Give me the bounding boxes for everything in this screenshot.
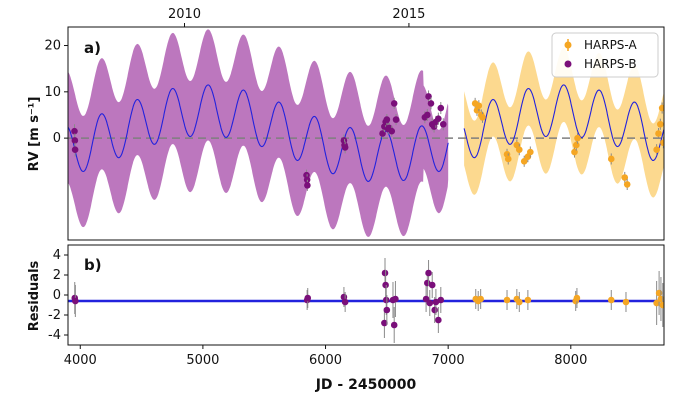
panel-a-label: a)	[84, 39, 101, 57]
panel-a-y-axis-label: RV [m s⁻¹]	[27, 97, 42, 172]
legend-marker-harps-b	[564, 60, 572, 68]
data-point-harps-a	[524, 290, 532, 310]
panel-b-frame	[67, 244, 665, 346]
data-point-harps-b	[383, 295, 391, 325]
data-point-harps-b	[437, 102, 445, 115]
legend-box	[551, 32, 659, 78]
x-tick-label: 8000	[554, 353, 587, 368]
data-point-harps-b	[383, 114, 391, 126]
data-point-harps-b	[341, 292, 349, 312]
data-point-harps-a	[515, 144, 523, 156]
data-point-harps-b	[428, 272, 436, 298]
legend-label-harps-b: HARPS-B	[584, 57, 637, 71]
data-point-harps-a	[479, 111, 486, 123]
y-tick-label: -2	[48, 308, 61, 323]
x-tick-label: 6000	[309, 353, 342, 368]
data-point-harps-a	[503, 290, 511, 310]
data-point-harps-a	[515, 292, 523, 312]
top-year-tick-label: 2015	[392, 7, 425, 22]
data-point-harps-a	[527, 146, 534, 158]
data-point-harps-b	[390, 97, 398, 109]
data-point-harps-a	[622, 292, 630, 312]
data-point-harps-a	[475, 100, 483, 112]
y-tick-label: 4	[53, 248, 61, 263]
data-point-harps-a	[520, 155, 528, 167]
panel-a: 0 10 20 2010 2015 a) RV [m s⁻¹] HARPS-A HAR…	[27, 7, 665, 241]
x-tick-label: 4000	[64, 353, 97, 368]
data-point-harps-b	[425, 90, 432, 103]
data-point-harps-a	[659, 283, 664, 327]
uncertainty-band-harps-b	[68, 29, 449, 237]
data-point-harps-a	[660, 137, 664, 149]
panel-b-label: b)	[84, 256, 102, 274]
x-tick-label: 7000	[432, 353, 465, 368]
data-point-harps-b	[390, 307, 398, 343]
data-point-harps-a	[653, 144, 660, 156]
data-point-harps-a	[607, 290, 615, 310]
y-tick-label: 0	[53, 288, 61, 303]
data-point-harps-a	[477, 289, 484, 309]
model-curve-segment	[463, 84, 664, 161]
panel-a-y-ticks: 0 10 20	[44, 39, 68, 146]
y-tick-label: 2	[53, 268, 61, 283]
data-point-harps-a	[573, 288, 581, 308]
data-point-harps-b	[72, 285, 79, 317]
panel-b-y-axis-label: Residuals	[27, 260, 42, 331]
data-point-harps-a	[657, 118, 664, 130]
legend-label-harps-a: HARPS-A	[584, 38, 637, 52]
data-point-harps-b	[427, 97, 435, 110]
data-point-harps-b	[422, 286, 430, 312]
panel-b-x-ticks: 4000 5000 6000 7000 8000	[64, 345, 587, 368]
panel-b: -4 -2 0 2 4 4000 5000 6000 7000 8000 b) Residual…	[27, 244, 665, 393]
panel-b-y-ticks: -4 -2 0 2 4	[48, 248, 68, 343]
data-point-harps-b	[304, 179, 311, 191]
data-point-harps-b	[304, 288, 312, 308]
data-point-harps-b	[426, 290, 434, 316]
data-point-harps-b	[381, 308, 388, 338]
data-point-harps-b	[392, 281, 399, 317]
data-point-harps-b	[425, 260, 432, 286]
data-point-harps-b	[392, 114, 400, 126]
residual-data-points	[71, 258, 664, 343]
data-point-harps-b	[437, 287, 445, 313]
y-tick-label: 0	[53, 131, 61, 146]
legend-marker-harps-a	[564, 39, 572, 51]
data-point-harps-b	[435, 307, 442, 333]
data-point-harps-a	[655, 127, 662, 140]
data-point-harps-b	[439, 118, 447, 131]
data-point-harps-a	[621, 171, 629, 184]
legend: HARPS-A HARPS-B	[551, 32, 659, 78]
data-point-harps-a	[623, 178, 631, 190]
top-year-tick-label: 2010	[168, 7, 201, 22]
data-point-harps-a	[653, 281, 660, 325]
data-point-harps-b	[382, 270, 389, 300]
data-point-harps-b	[341, 141, 349, 154]
panel-a-frame	[67, 26, 665, 241]
y-tick-label: -4	[48, 328, 61, 343]
data-point-harps-a	[504, 153, 512, 165]
data-point-harps-b	[388, 125, 396, 137]
rv-data-points	[71, 90, 664, 191]
data-point-harps-b	[435, 112, 442, 125]
data-point-harps-a	[607, 153, 615, 165]
data-point-harps-a	[574, 132, 581, 144]
y-tick-label: 10	[44, 85, 61, 100]
panel-a-top-year-ticks: 2010 2015	[168, 7, 425, 27]
data-point-harps-b	[424, 108, 431, 121]
data-point-harps-a	[658, 102, 664, 114]
x-axis-label: JD - 2450000	[315, 377, 417, 393]
y-tick-label: 20	[44, 39, 61, 54]
data-point-harps-b	[71, 142, 79, 157]
x-tick-label: 5000	[186, 353, 219, 368]
